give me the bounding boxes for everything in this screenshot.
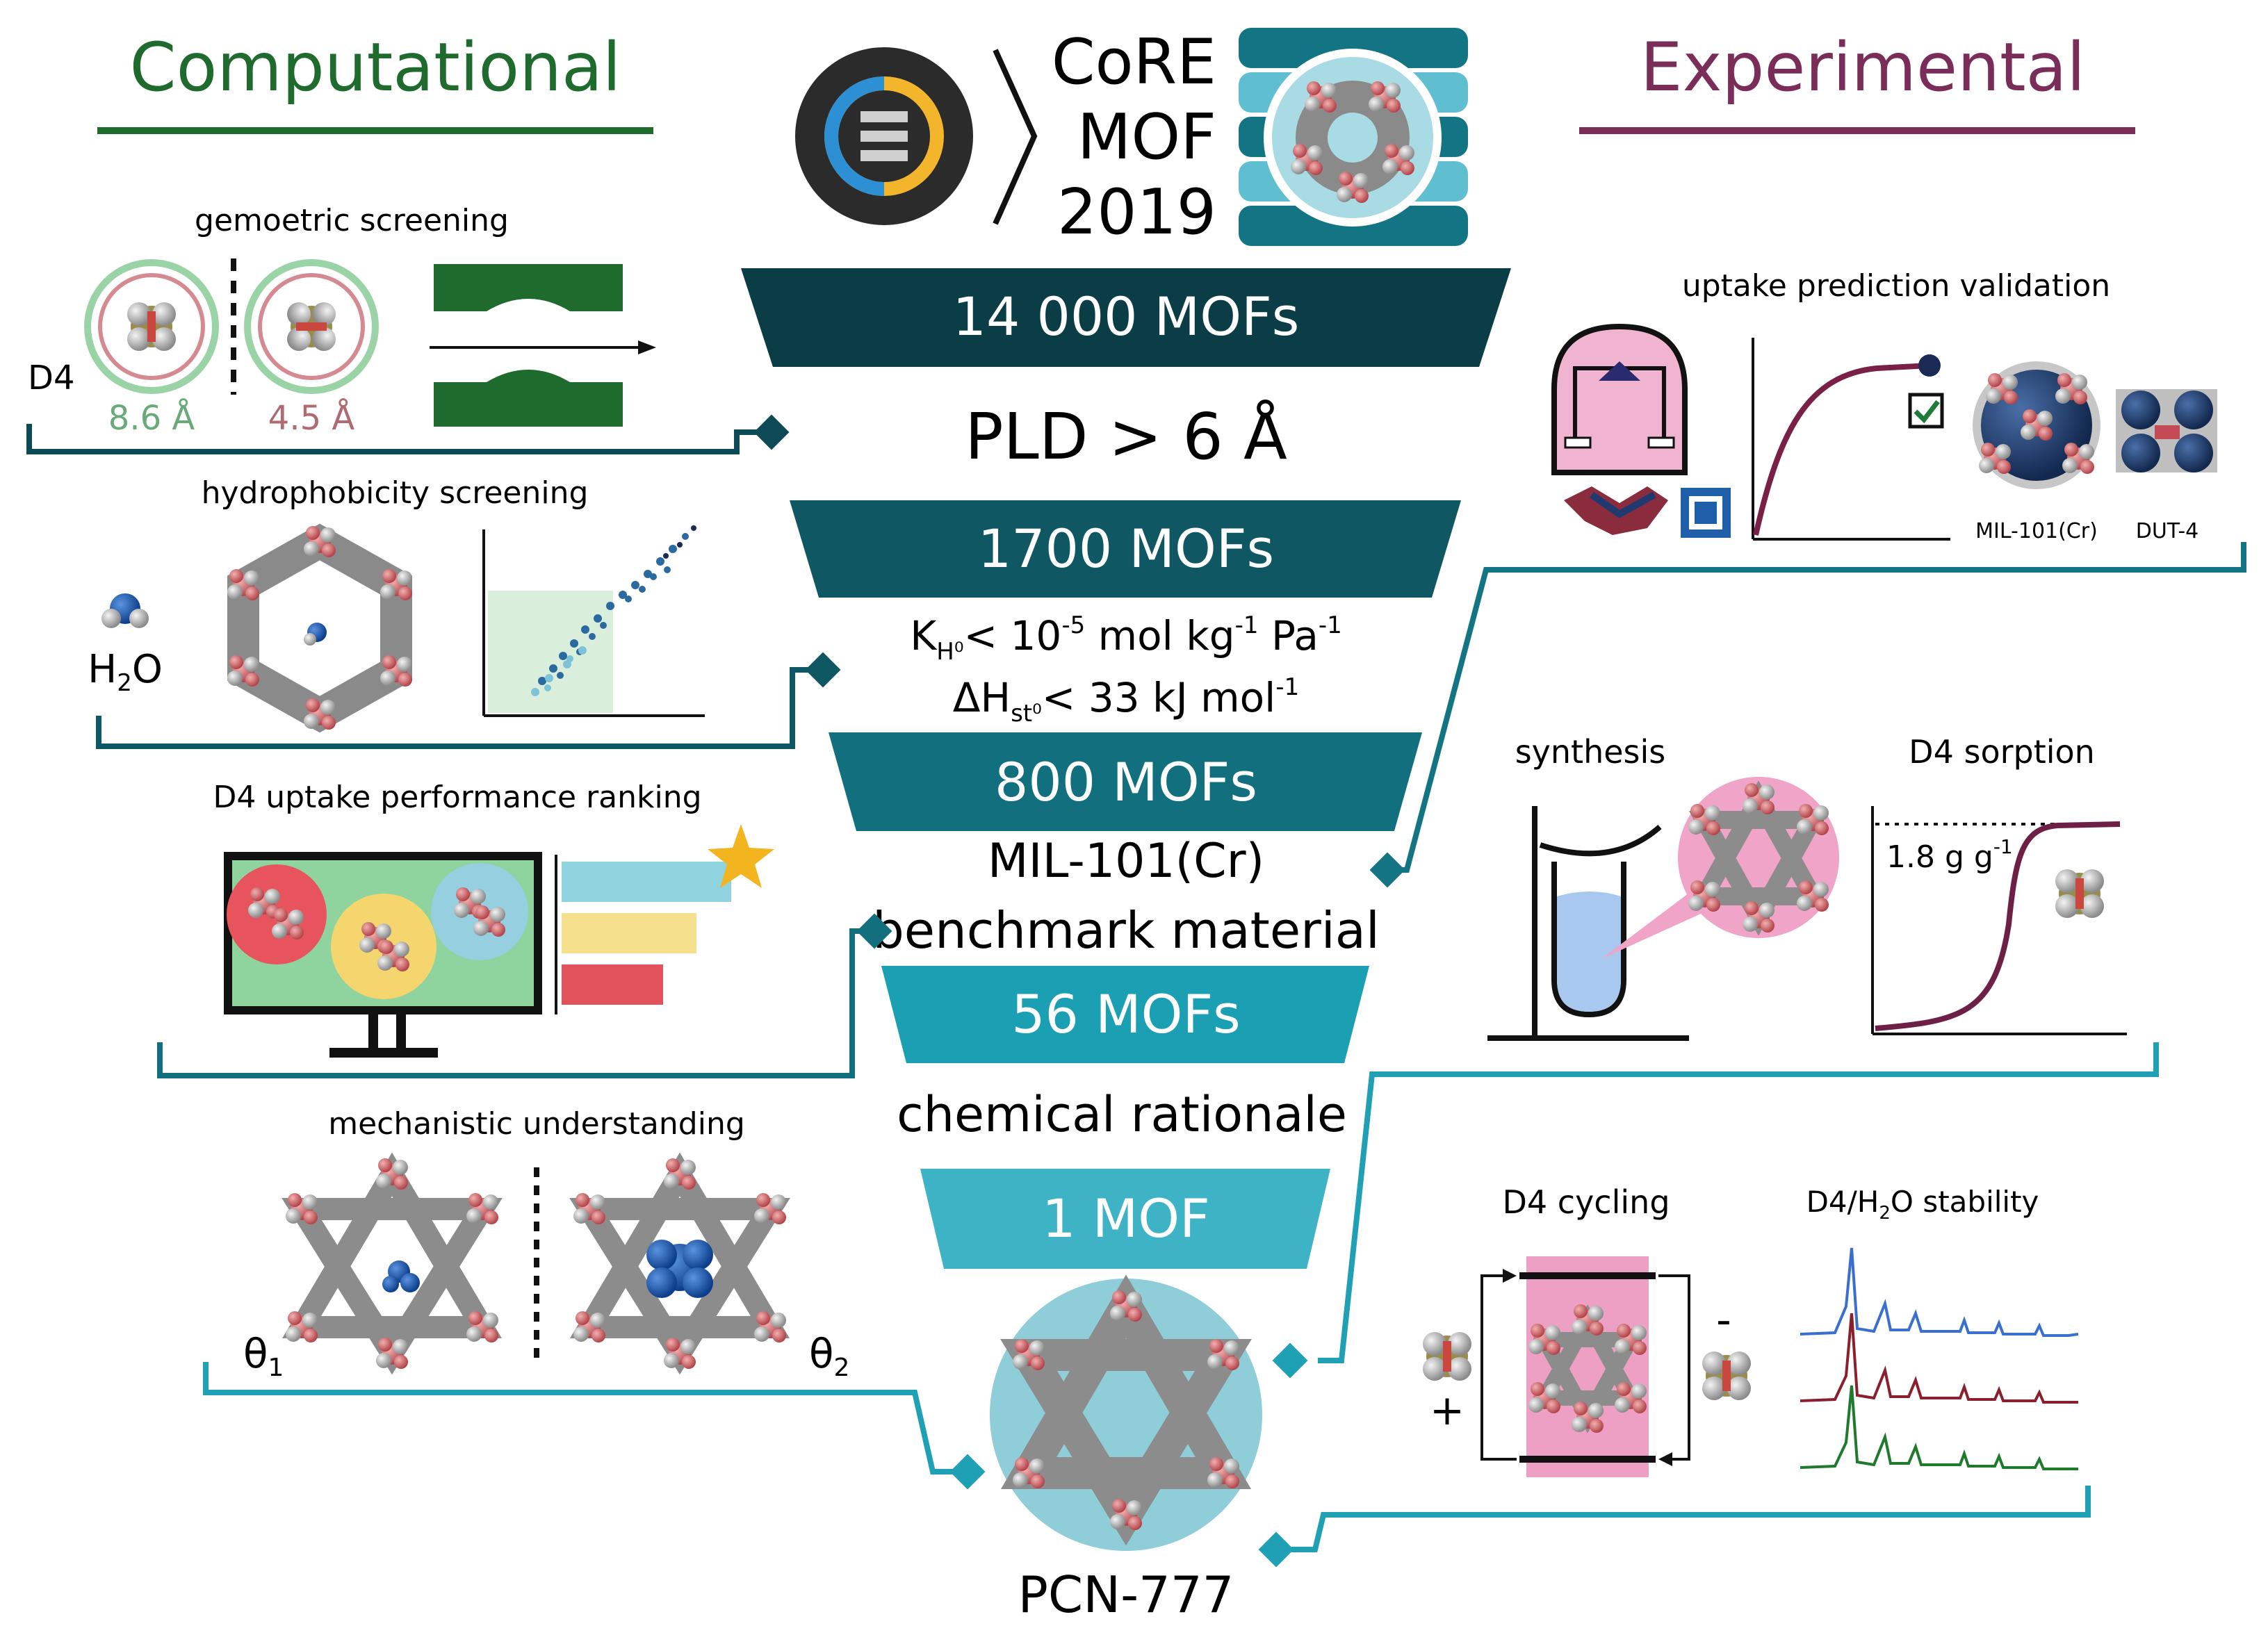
funnel-stage-4-label: 56 MOFs — [1011, 983, 1241, 1045]
d4-cycling-left-icon — [1423, 1332, 1471, 1381]
d4-sorption-icon — [2055, 869, 2104, 918]
chevron-icon — [993, 49, 1038, 225]
criterion-rationale: chemical rationale — [897, 1086, 1347, 1143]
hydrophobicity-title: hydrophobicity screening — [202, 475, 589, 511]
chip-icon — [1681, 488, 1731, 538]
criterion-henry: KH⁰< 10-5 mol kg-1 Pa-1 — [910, 611, 1342, 666]
dut-4-structure-icon — [2116, 389, 2217, 473]
dimension-large: 8.6 Å — [108, 398, 195, 438]
connector-cycling — [1291, 1486, 2091, 1552]
isotherm-plot-icon — [1752, 338, 1950, 541]
dimension-small: 4.5 Å — [268, 398, 355, 438]
funnel-stage-5-label: 1 MOF — [1042, 1188, 1210, 1249]
mof-magnify-icon — [1601, 777, 1839, 959]
d4-molecule-small-icon — [244, 259, 379, 394]
computational-heading: Computational — [130, 28, 621, 106]
theta2-label: θ2 — [809, 1330, 849, 1382]
d4-molecule-large-icon — [84, 259, 219, 394]
database-line3: 2019 — [1057, 176, 1216, 249]
pore-channel-icon — [430, 264, 656, 427]
cycling-plus: + — [1430, 1386, 1465, 1435]
funnel-stage-5 — [920, 1169, 1330, 1269]
sorption-instrument-icon — [1551, 323, 1688, 475]
connector-mechanistic-diamond — [949, 1454, 986, 1490]
funnel-stage-4 — [881, 966, 1369, 1063]
geometric-title: gemoetric screening — [195, 203, 509, 238]
ranking-bar-1 — [562, 862, 731, 902]
star-icon — [708, 824, 774, 888]
water-label: H2O — [88, 647, 163, 697]
mil-101-structure-icon — [1973, 361, 2100, 489]
reaction-vessel-icon — [1487, 806, 1689, 1041]
checkmark-icon — [1908, 393, 1944, 429]
connector-hydrophobicity-diamond — [805, 652, 841, 688]
experimental-underline — [1579, 127, 2135, 134]
scatter-plot-icon — [482, 525, 705, 717]
funnel-stage-1 — [741, 268, 1511, 367]
connector-validation-diamond — [1369, 852, 1405, 888]
connector-hydrophobicity — [96, 667, 820, 749]
water-molecule-icon — [101, 593, 149, 628]
database-line2: MOF — [1077, 101, 1216, 174]
stability-spectra-icon — [1800, 1247, 2079, 1470]
hexagonal-pore-icon — [227, 523, 412, 733]
theta1-label: θ1 — [243, 1330, 284, 1382]
mof-stack-icon — [1239, 28, 1468, 246]
connector-geometric-diamond — [753, 414, 790, 450]
connector-cycling-diamond — [1258, 1531, 1294, 1568]
synthesis-title: synthesis — [1515, 733, 1666, 771]
connector-mechanistic — [203, 1362, 955, 1474]
connector-synthesis-diamond — [1272, 1342, 1308, 1379]
funnel-stage-3-label: 800 MOFs — [995, 751, 1257, 813]
criterion-enthalpy: ΔHst⁰< 33 kJ mol-1 — [953, 673, 1299, 728]
connector-ranking-diamond — [856, 913, 892, 949]
sorption-title: D4 sorption — [1909, 733, 2095, 771]
database-line1: CoRE — [1052, 26, 1216, 99]
connector-geometric — [26, 424, 770, 454]
ranking-bar-2 — [562, 913, 696, 953]
final-mof-label: PCN-777 — [1018, 1566, 1234, 1624]
funnel-stage-2 — [790, 500, 1461, 598]
handshake-icon — [1564, 486, 1668, 535]
validation-title: uptake prediction validation — [1682, 268, 2110, 304]
computational-underline — [97, 127, 653, 134]
ranking-bar-3 — [562, 964, 663, 1005]
cycling-title: D4 cycling — [1502, 1183, 1670, 1221]
sorption-capacity: 1.8 g g-1 — [1886, 835, 2013, 875]
monitor-icon — [224, 852, 542, 1058]
stability-title: D4/H2O stability — [1806, 1185, 2039, 1224]
criterion-benchmark: benchmark material — [872, 901, 1380, 960]
d4-label: D4 — [28, 359, 75, 397]
ranking-title: D4 uptake performance ranking — [213, 780, 701, 815]
mechanistic-title: mechanistic understanding — [328, 1106, 745, 1142]
dut-4-label: DUT-4 — [2136, 519, 2199, 543]
criterion-benchmark-name: MIL-101(Cr) — [988, 834, 1264, 889]
d4-cycling-right-icon — [1702, 1351, 1751, 1400]
funnel-stage-2-label: 1700 MOFs — [978, 518, 1274, 580]
funnel-stage-3 — [829, 732, 1422, 831]
criterion-pld: PLD > 6 Å — [965, 399, 1287, 474]
pore-theta2-icon — [569, 1152, 790, 1375]
experimental-heading: Experimental — [1640, 28, 2085, 106]
core-mof-logo-icon — [795, 47, 973, 225]
funnel-stage-1-label: 14 000 MOFs — [953, 286, 1300, 347]
sorption-plot-icon — [1871, 806, 2127, 1035]
mil-101-label: MIL-101(Cr) — [1975, 519, 2098, 543]
cycling-minus: - — [1716, 1296, 1731, 1345]
cycling-diagram-icon — [1480, 1256, 1690, 1477]
pore-theta1-icon — [282, 1152, 503, 1375]
connector-synthesis — [1318, 1042, 2159, 1363]
pcn-777-structure-icon — [990, 1274, 1262, 1551]
